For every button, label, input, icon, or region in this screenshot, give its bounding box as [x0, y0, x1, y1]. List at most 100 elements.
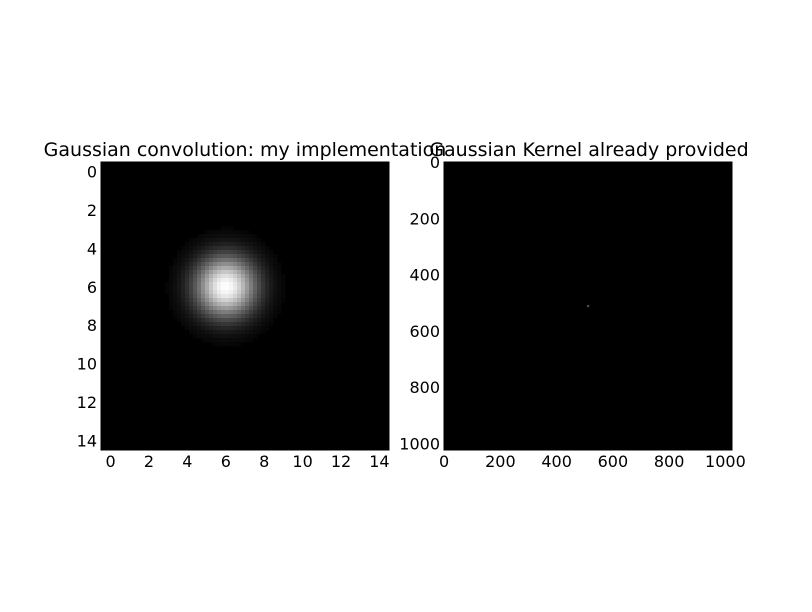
heatmap-cell: [273, 282, 278, 287]
left-x-tick-label: 2: [144, 452, 154, 471]
heatmap-cell: [265, 318, 270, 323]
heatmap-cell: [209, 266, 214, 271]
heatmap-cell: [225, 282, 230, 287]
heatmap-cell: [185, 254, 190, 259]
heatmap-cell: [253, 278, 258, 283]
heatmap-cell: [189, 314, 194, 319]
heatmap-cell: [265, 262, 270, 267]
heatmap-cell: [241, 234, 246, 239]
heatmap-cell: [237, 270, 242, 275]
heatmap-cell: [201, 278, 206, 283]
heatmap-cell: [193, 302, 198, 307]
heatmap-cell: [217, 262, 222, 267]
heatmap-cell: [221, 242, 226, 247]
heatmap-cell: [177, 250, 182, 255]
heatmap-cell: [197, 290, 202, 295]
heatmap-cell: [225, 254, 230, 259]
heatmap-cell: [205, 262, 210, 267]
heatmap-cell: [253, 334, 258, 339]
heatmap-cell: [225, 270, 230, 275]
heatmap-cell: [265, 286, 270, 291]
heatmap-cell: [237, 254, 242, 259]
heatmap-cell: [213, 266, 218, 271]
heatmap-cell: [177, 286, 182, 291]
heatmap-cell: [189, 266, 194, 271]
heatmap-cell: [221, 278, 226, 283]
heatmap-cell: [253, 254, 258, 259]
heatmap-cell: [209, 282, 214, 287]
heatmap-cell: [261, 318, 266, 323]
heatmap-cell: [253, 282, 258, 287]
heatmap-cell: [229, 254, 234, 259]
heatmap-cell: [241, 334, 246, 339]
heatmap-cell: [193, 314, 198, 319]
heatmap-cell: [205, 302, 210, 307]
heatmap-cell: [261, 294, 266, 299]
heatmap-cell: [257, 318, 262, 323]
heatmap-cell: [225, 286, 230, 291]
heatmap-cell: [257, 270, 262, 275]
heatmap-cell: [261, 258, 266, 263]
heatmap-cell: [281, 298, 286, 303]
left-y-tick-label: 8: [87, 316, 97, 335]
heatmap-cell: [173, 294, 178, 299]
heatmap-cell: [217, 310, 222, 315]
heatmap-cell: [265, 258, 270, 263]
heatmap-cell: [181, 250, 186, 255]
heatmap-cell: [201, 262, 206, 267]
heatmap-cell: [245, 330, 250, 335]
left-y-tick-label: 4: [87, 239, 97, 258]
heatmap-cell: [265, 298, 270, 303]
heatmap-cell: [193, 266, 198, 271]
heatmap-cell: [185, 310, 190, 315]
heatmap-cell: [193, 294, 198, 299]
heatmap-cell: [221, 254, 226, 259]
heatmap-cell: [241, 338, 246, 343]
heatmap-cell: [173, 310, 178, 315]
heatmap-cell: [253, 294, 258, 299]
heatmap-cell: [265, 250, 270, 255]
heatmap-cell: [253, 298, 258, 303]
heatmap-cell: [233, 270, 238, 275]
heatmap-cell: [241, 270, 246, 275]
heatmap-cell: [245, 266, 250, 271]
heatmap-cell: [201, 286, 206, 291]
heatmap-cell: [205, 334, 210, 339]
heatmap-cell: [233, 322, 238, 327]
heatmap-cell: [189, 270, 194, 275]
heatmap-cell: [197, 322, 202, 327]
heatmap-cell: [177, 266, 182, 271]
heatmap-cell: [185, 250, 190, 255]
heatmap-cell: [241, 258, 246, 263]
heatmap-cell: [181, 266, 186, 271]
heatmap-cell: [245, 306, 250, 311]
heatmap-cell: [281, 274, 286, 279]
heatmap-cell: [197, 302, 202, 307]
right-y-tick-label: 800: [409, 378, 440, 397]
left-y-tick-label: 10: [77, 355, 97, 374]
heatmap-cell: [249, 246, 254, 251]
heatmap-cell: [209, 234, 214, 239]
heatmap-cell: [217, 286, 222, 291]
heatmap-cell: [221, 270, 226, 275]
heatmap-cell: [193, 242, 198, 247]
heatmap-cell: [213, 338, 218, 343]
heatmap-cell: [269, 262, 274, 267]
heatmap-cell: [201, 326, 206, 331]
heatmap-cell: [245, 262, 250, 267]
heatmap-cell: [201, 334, 206, 339]
heatmap-cell: [253, 306, 258, 311]
heatmap-cell: [229, 282, 234, 287]
heatmap-cell: [241, 230, 246, 235]
heatmap-cell: [257, 326, 262, 331]
heatmap-cell: [213, 282, 218, 287]
heatmap-cell: [257, 306, 262, 311]
heatmap-cell: [201, 310, 206, 315]
heatmap-cell: [209, 314, 214, 319]
heatmap-cell: [209, 286, 214, 291]
heatmap-cell: [277, 270, 282, 275]
heatmap-cell: [249, 250, 254, 255]
heatmap-cell: [237, 318, 242, 323]
heatmap-cell: [189, 250, 194, 255]
heatmap-cell: [265, 322, 270, 327]
